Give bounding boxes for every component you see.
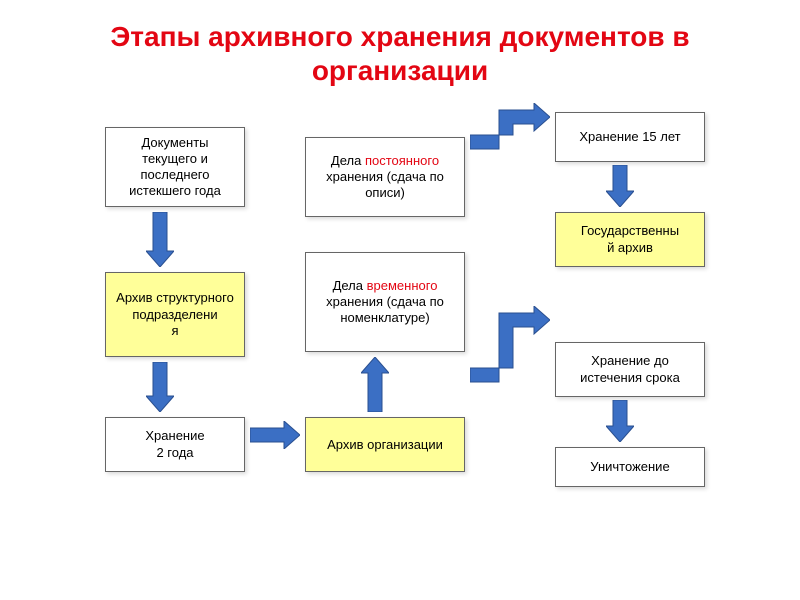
node-store-15: Хранение 15 лет: [555, 112, 705, 162]
node-destruction: Уничтожение: [555, 447, 705, 487]
node-permanent: Дела постоянного хранения (сдача по опис…: [305, 137, 465, 217]
node-label: Архив организации: [327, 437, 443, 453]
node-docs-current: Документы текущего и последнего истекшег…: [105, 127, 245, 207]
arrow-a1: [146, 212, 174, 267]
node-struct-archive: Архив структурного подразделения: [105, 272, 245, 357]
node-store-2: Хранение2 года: [105, 417, 245, 472]
node-org-archive: Архив организации: [305, 417, 465, 472]
node-label: Дела постоянного хранения (сдача по опис…: [314, 153, 456, 202]
arrow-a7: [470, 306, 550, 389]
node-label: Уничтожение: [590, 459, 669, 475]
node-label: Дела временного хранения (сдача по номен…: [314, 278, 456, 327]
page-title: Этапы архивного хранения документов в ор…: [0, 0, 800, 97]
node-state-archive: Государственный архив: [555, 212, 705, 267]
diagram-canvas: Документы текущего и последнего истекшег…: [0, 97, 800, 597]
arrow-a8: [606, 400, 634, 442]
node-label: Государственный архив: [581, 223, 679, 256]
arrow-a3: [250, 421, 300, 449]
arrow-a2: [146, 362, 174, 412]
node-store-until: Хранение до истечения срока: [555, 342, 705, 397]
arrow-a6: [606, 165, 634, 207]
arrow-a4: [361, 357, 389, 412]
node-label: Хранение 15 лет: [579, 129, 680, 145]
node-label: Хранение до истечения срока: [564, 353, 696, 386]
node-label: Архив структурного подразделения: [114, 290, 236, 339]
node-temporary: Дела временного хранения (сдача по номен…: [305, 252, 465, 352]
node-label: Документы текущего и последнего истекшег…: [114, 135, 236, 200]
arrow-a5: [470, 103, 550, 156]
node-label: Хранение2 года: [145, 428, 204, 461]
